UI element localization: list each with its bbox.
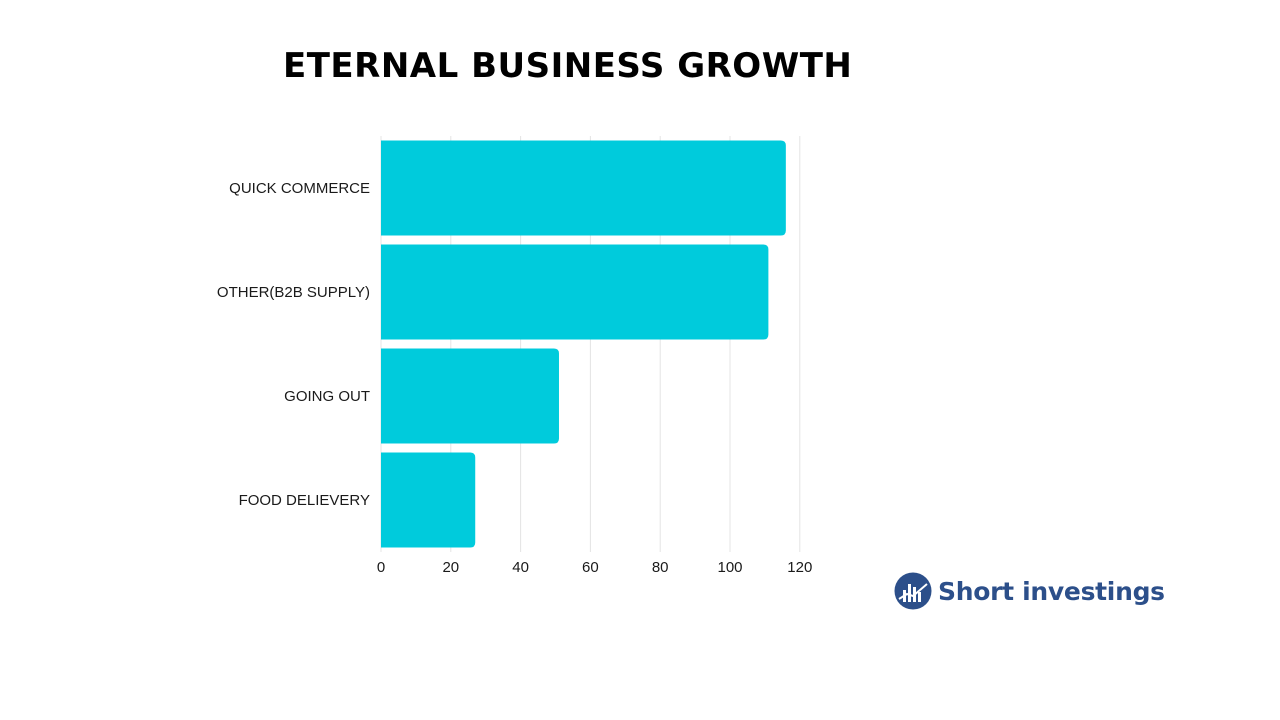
x-tick-label-0: 0 (377, 559, 385, 576)
x-tick-label-1: 20 (442, 559, 459, 576)
category-label-0: QUICK COMMERCE (229, 180, 370, 197)
bar-0 (381, 140, 786, 236)
chart-title: ETERNAL BUSINESS GROWTH (283, 46, 853, 86)
bar-1 (381, 244, 769, 340)
x-tick-label-2: 40 (512, 559, 529, 576)
category-label-1: OTHER(B2B SUPPLY) (217, 284, 370, 301)
brand-logo: Short investings (894, 572, 1165, 610)
bar-chart-logo-icon (894, 572, 932, 610)
x-tick-label-6: 120 (787, 559, 812, 576)
x-tick-label-5: 100 (717, 559, 742, 576)
x-tick-label-3: 60 (582, 559, 599, 576)
bar-3 (381, 452, 476, 548)
brand-name: Short investings (938, 576, 1165, 606)
category-label-2: GOING OUT (284, 388, 370, 405)
x-tick-label-4: 80 (652, 559, 669, 576)
category-label-3: FOOD DELIEVERY (239, 492, 370, 509)
bar-2 (381, 348, 559, 444)
